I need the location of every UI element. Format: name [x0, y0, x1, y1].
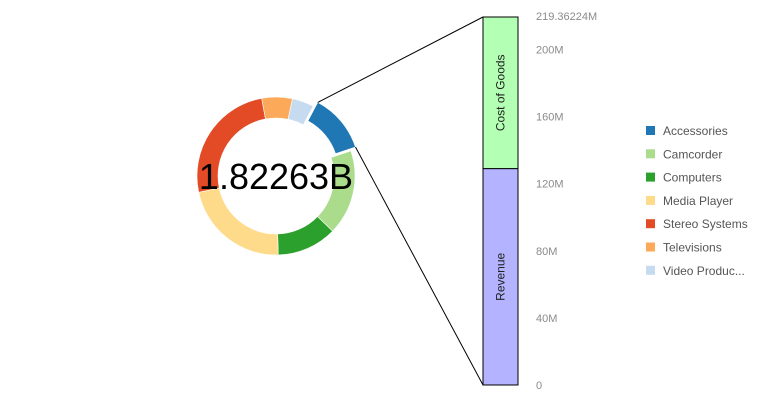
y-tick-label: 40M [536, 313, 557, 325]
connector-lines [317, 16, 484, 386]
donut-center-label: 1.82263B [199, 156, 353, 197]
legend: Accessories Camcorder Computers Media Playe… [646, 124, 748, 278]
donut-slice-televisions [261, 96, 293, 120]
y-max-label: 219.36224M [536, 11, 597, 23]
y-tick-label: 80M [536, 246, 557, 258]
donut-chart [196, 96, 356, 256]
donut-slice-accessories [307, 102, 356, 155]
y-tick-label: 0 [536, 380, 542, 392]
connector-line-top [317, 16, 484, 103]
bar-segment-cost-of-goods [482, 16, 519, 170]
legend-swatch-media-player [646, 195, 655, 205]
stacked-bar-chart: Revenue Cost of Goods [482, 16, 519, 386]
legend-label-computers: Computers [663, 171, 722, 185]
y-tick-label: 120M [536, 179, 564, 191]
legend-swatch-computers [646, 172, 655, 182]
legend-label-televisions: Televisions [663, 241, 722, 255]
legend-label-accessories: Accessories [663, 124, 728, 138]
legend-swatch-accessories [646, 126, 655, 135]
legend-label-camcorder: Camcorder [663, 147, 722, 161]
legend-swatch-televisions [646, 242, 655, 252]
legend-swatch-stereo-systems [646, 219, 655, 229]
legend-label-media-player: Media Player [663, 194, 733, 208]
donut-slice-video-production [287, 98, 314, 126]
donut-slice-media-player [198, 187, 279, 256]
connector-line-bottom [355, 146, 484, 386]
legend-label-stereo-systems: Stereo Systems [663, 217, 748, 231]
bar-segment-label-revenue: Revenue [494, 252, 508, 300]
y-axis: 0 40M 80M 120M 160M 200M 219.36224M [536, 11, 597, 392]
y-tick-label: 160M [536, 112, 564, 124]
legend-swatch-video-produc [646, 265, 655, 275]
y-tick-label: 200M [536, 44, 564, 56]
legend-label-video-produc: Video Produc... [663, 264, 745, 278]
bar-segment-revenue [482, 168, 519, 386]
legend-swatch-camcorder [646, 149, 655, 159]
bar-segment-label-cost-of-goods: Cost of Goods [494, 54, 508, 131]
